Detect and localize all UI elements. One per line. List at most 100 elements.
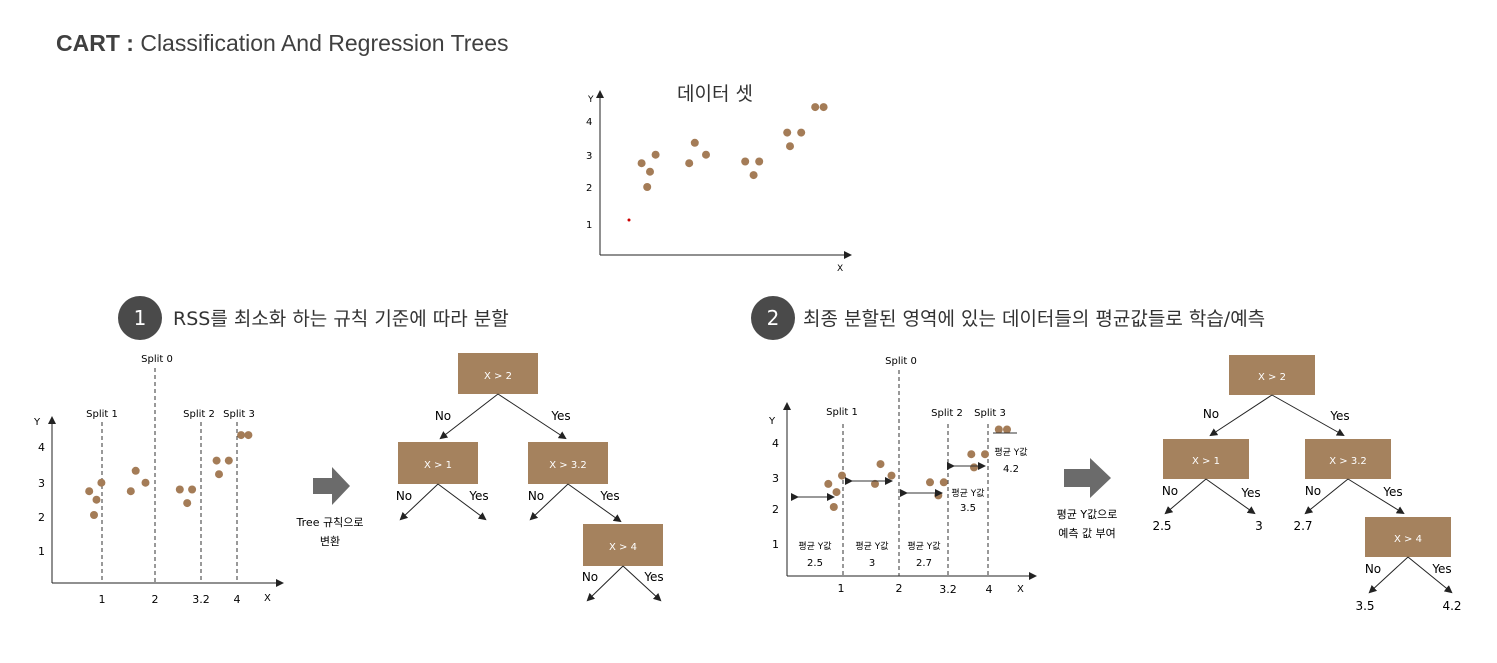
step2-point-12 [970, 463, 978, 472]
step1-point-1 [85, 487, 94, 496]
avg-label-5: 평균 Y값 [994, 446, 1027, 458]
tree2-edge-left-no [1164, 478, 1207, 515]
tree1-edge-left-yes [437, 483, 487, 521]
step2-ytick-3: 3 [772, 472, 779, 485]
tree1-edge-root-yes [497, 393, 567, 440]
step1-number: 1 [134, 306, 147, 330]
tree2-right-node [1305, 439, 1391, 479]
tree2-right-no: No [1305, 484, 1321, 498]
tree1-root-label: X > 2 [484, 371, 512, 382]
dataset-y-label: Y [587, 95, 594, 105]
step1-point-2 [90, 511, 98, 519]
tree1-right-label: X > 3.2 [549, 460, 587, 471]
step2-point-4 [838, 471, 846, 480]
tree2-left-yes: Yes [1240, 486, 1260, 500]
step2-arrow-label-2: 예측 값 부여 [1058, 527, 1116, 540]
step2-point-8 [926, 478, 934, 487]
tree1-right-node [528, 442, 608, 484]
dataset-chart: 데이터 셋 Y X 1 2 3 4 [586, 83, 852, 274]
tree1-rr-yes: Yes [643, 570, 663, 584]
dataset-ytick-4: 4 [586, 117, 592, 128]
dataset-ytick-2: 2 [586, 183, 592, 194]
tree2-rr-no: No [1365, 562, 1381, 576]
dataset-point-14 [811, 103, 820, 112]
dataset-ytick-1: 1 [586, 220, 592, 231]
step2-point-11 [967, 450, 976, 459]
tree1: X > 2 X > 1 X > 3.2 X > 4 No Yes No Yes … [396, 353, 664, 602]
dataset-point-13 [797, 128, 806, 137]
dataset-ytick-3: 3 [586, 151, 592, 162]
tree1-edge-left-no [399, 483, 439, 521]
tree2-rr-yes: Yes [1431, 562, 1451, 576]
avg-label-3: 평균 Y값 [907, 540, 940, 552]
step1-transform-arrow [313, 467, 350, 505]
dataset-point-10 [755, 157, 764, 166]
step1-split1-label: Split 1 [86, 409, 118, 420]
avg-value-1: 2.5 [807, 558, 823, 569]
step2-split2-label: Split 2 [931, 408, 963, 419]
step2-ytick-2: 2 [772, 503, 779, 516]
tree2-leaf-1: 2.5 [1152, 519, 1171, 533]
step2-point-10 [939, 478, 948, 487]
tree1-right-yes: Yes [599, 489, 619, 503]
step1-ytick-1: 1 [38, 545, 45, 558]
step2-point-14 [994, 425, 1003, 434]
dataset-point-4 [651, 150, 660, 159]
step2-split0-label: Split 0 [885, 356, 917, 367]
step1-point-6 [131, 466, 140, 475]
dataset-point-9 [749, 171, 758, 180]
stray-mark [627, 218, 631, 222]
step1-split3-label: Split 3 [223, 409, 255, 420]
tree2-leaf-4: 3.5 [1355, 599, 1374, 613]
tree2-rr-node [1365, 517, 1451, 557]
tree2-edge-root-yes [1271, 394, 1345, 436]
step2-point-6 [876, 460, 885, 469]
step1: 1 RSS를 최소화 하는 규칙 기준에 따라 분할 Y X 1 2 3 4 1… [33, 296, 509, 606]
tree1-root-no: No [435, 409, 451, 423]
tree2-edge-right-yes [1347, 478, 1405, 515]
step1-point-3 [92, 495, 101, 504]
step1-point-10 [188, 485, 197, 494]
step1-point-8 [175, 485, 184, 494]
tree2-left-no: No [1162, 484, 1178, 498]
dataset-point-11 [783, 128, 792, 137]
tree1-left-yes: Yes [468, 489, 488, 503]
tree1-root-node [458, 353, 538, 394]
tree2-left-label: X > 1 [1192, 456, 1220, 467]
step1-point-11 [212, 456, 221, 465]
tree1-rr-node [583, 524, 663, 566]
step2-point-13 [981, 450, 989, 459]
tree2-edge-rr-no [1368, 556, 1409, 594]
step1-xtick-2: 2 [152, 593, 159, 606]
step2-xtick-2: 2 [896, 582, 903, 595]
avg-label-1: 평균 Y값 [798, 540, 831, 552]
avg-value-2: 3 [869, 558, 875, 569]
step1-ytick-2: 2 [38, 511, 45, 524]
avg-label-2: 평균 Y값 [855, 540, 888, 552]
step2-badge [751, 296, 795, 340]
step2-split3-label: Split 3 [974, 408, 1006, 419]
dataset-point-8 [741, 157, 750, 166]
tree1-rr-label: X > 4 [609, 542, 637, 553]
step1-split0-label: Split 0 [141, 354, 173, 365]
dataset-point-6 [690, 138, 699, 147]
tree1-right-no: No [528, 489, 544, 503]
tree2-left-node [1163, 439, 1249, 479]
avg-value-5: 4.2 [1003, 464, 1019, 475]
step1-point-13 [224, 456, 233, 465]
tree2-right-label: X > 3.2 [1329, 456, 1367, 467]
dataset-point-3 [646, 167, 654, 176]
tree2-edge-rr-yes [1407, 556, 1453, 594]
dataset-point-7 [702, 150, 710, 159]
avg-label-4: 평균 Y값 [951, 487, 984, 499]
dataset-point-5 [685, 159, 694, 168]
step2-xtick-1: 1 [838, 582, 845, 595]
tree1-left-node [398, 442, 478, 484]
avg-value-3: 2.7 [916, 558, 932, 569]
tree2-root-no: No [1203, 407, 1219, 421]
step2-ytick-4: 4 [772, 437, 779, 450]
step1-points [85, 431, 253, 519]
tree2-leaf-3: 2.7 [1293, 519, 1312, 533]
dataset-point-2 [643, 183, 652, 191]
step1-point-15 [244, 431, 253, 440]
